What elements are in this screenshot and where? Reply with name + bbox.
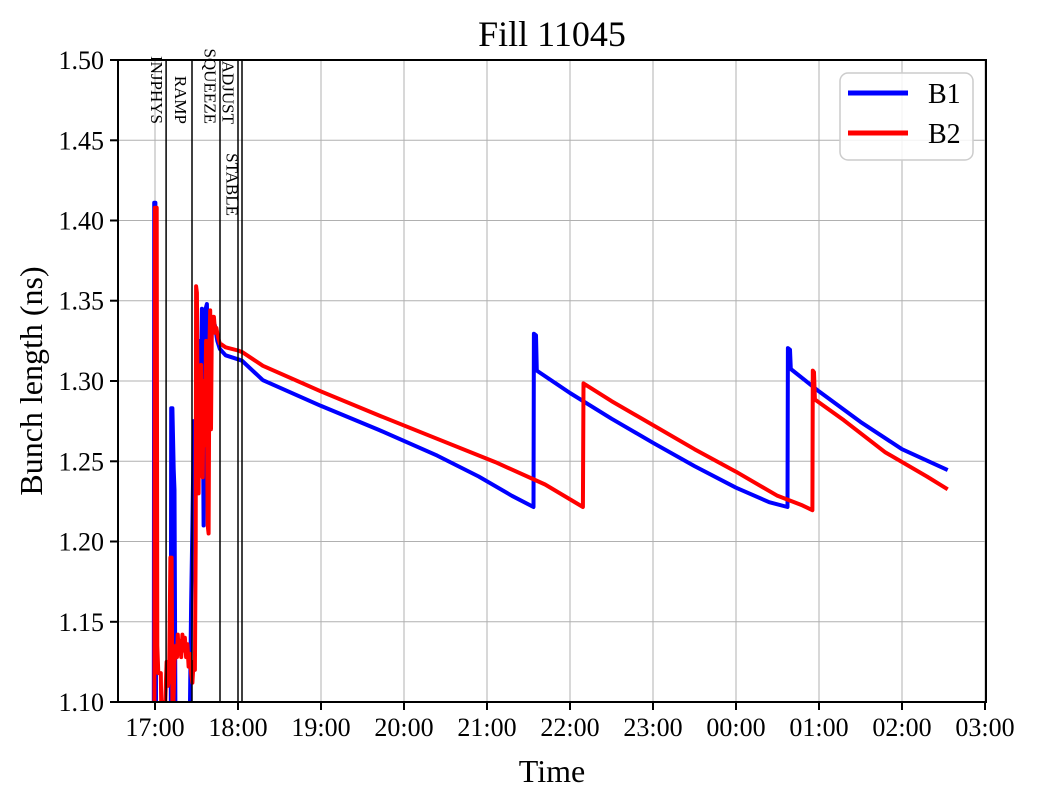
x-tick-label: 00:00 — [706, 713, 765, 742]
legend-label-b2: B2 — [928, 119, 961, 150]
y-axis-label: Bunch length (ns) — [13, 266, 49, 495]
y-tick-label: 1.45 — [59, 126, 105, 155]
x-tick-label: 19:00 — [291, 713, 350, 742]
axis-ticks — [110, 59, 986, 710]
x-tick-label: 18:00 — [208, 713, 267, 742]
mode-label-injphys: INJPHYS — [147, 56, 166, 124]
x-tick-label: 20:00 — [374, 713, 433, 742]
x-tick-label: 01:00 — [789, 713, 848, 742]
chart-title: Fill 11045 — [478, 14, 626, 54]
legend-label-b1: B1 — [928, 79, 961, 110]
beam-mode-lines: INJPHYS RAMP SQUEEZE ADJUST STABLE — [147, 48, 243, 702]
y-tick-label: 1.15 — [59, 608, 105, 637]
mode-label-ramp: RAMP — [171, 76, 190, 124]
y-tick-label: 1.10 — [59, 688, 105, 717]
series-b2 — [152, 205, 949, 702]
series-b1 — [151, 200, 949, 702]
y-tick-label: 1.35 — [59, 287, 105, 316]
y-tick-label: 1.40 — [59, 207, 105, 236]
x-tick-label: 17:00 — [125, 713, 184, 742]
x-tick-label: 23:00 — [623, 713, 682, 742]
x-tick-label: 03:00 — [955, 713, 1014, 742]
mode-label-squeeze: SQUEEZE — [201, 48, 220, 124]
x-tick-label: 21:00 — [457, 713, 516, 742]
y-tick-label: 1.20 — [59, 528, 105, 557]
x-axis-label: Time — [519, 753, 585, 789]
x-tick-label: 22:00 — [540, 713, 599, 742]
mode-label-stable: STABLE — [223, 153, 242, 216]
series-lines — [151, 200, 949, 702]
legend: B1 B2 — [839, 72, 974, 161]
y-tick-label: 1.50 — [59, 46, 105, 75]
y-tick-label: 1.25 — [59, 447, 105, 476]
mode-label-adjust: ADJUST — [219, 61, 238, 125]
axis-tick-labels: 17:00 18:00 19:00 20:00 21:00 22:00 23:00 00:00… — [59, 46, 1015, 742]
x-tick-label: 02:00 — [872, 713, 931, 742]
y-tick-label: 1.30 — [59, 367, 105, 396]
